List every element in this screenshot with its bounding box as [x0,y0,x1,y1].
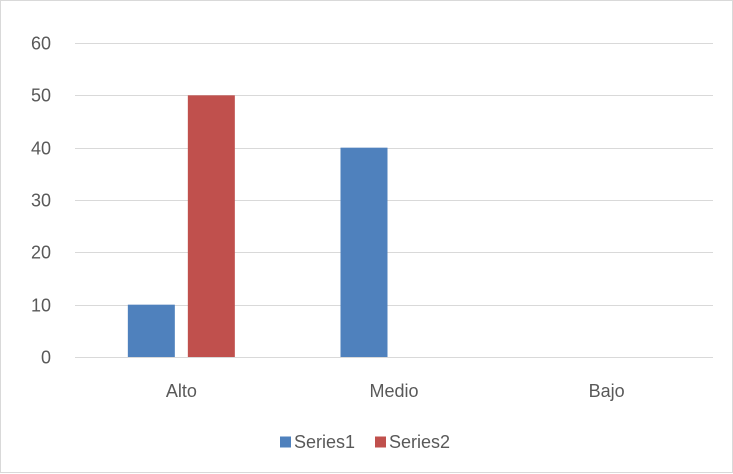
bar-series2-alto [187,95,235,357]
y-axis-tick-labels: 0 10 20 30 40 50 60 [31,34,51,368]
y-tick-label: 40 [31,139,51,159]
bars [127,95,388,357]
y-tick-label: 10 [31,296,51,316]
y-tick-label: 0 [41,348,51,368]
legend: Series1 Series2 [280,432,450,452]
y-tick-label: 60 [31,34,51,54]
y-tick-label: 30 [31,191,51,211]
legend-label-series1: Series1 [294,432,355,452]
y-tick-label: 50 [31,86,51,106]
bar-series1-medio [340,147,388,357]
x-tick-label-alto: Alto [166,381,197,401]
legend-swatch-series1 [280,436,291,448]
y-tick-label: 20 [31,243,51,263]
x-tick-label-medio: Medio [369,381,418,401]
x-tick-label-bajo: Bajo [589,381,625,401]
x-axis-tick-labels: Alto Medio Bajo [166,381,625,401]
legend-swatch-series2 [375,436,386,448]
gridlines [75,43,713,358]
bar-series1-alto [127,304,175,357]
legend-label-series2: Series2 [389,432,450,452]
